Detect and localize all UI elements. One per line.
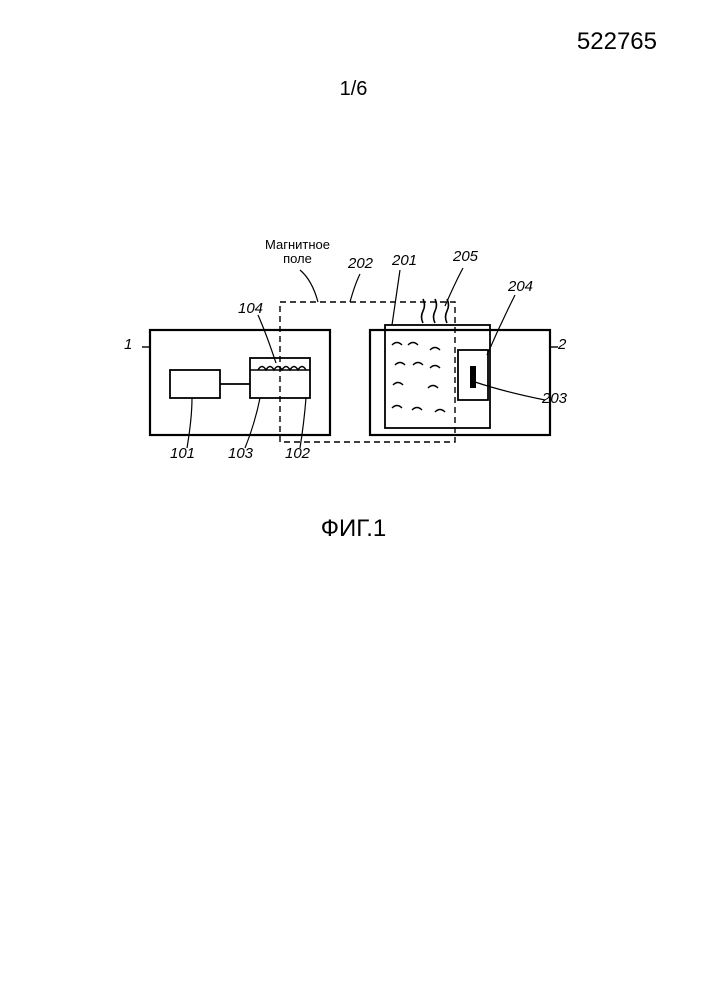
- label-magnetic-field: Магнитное поле: [265, 238, 330, 265]
- magnetic-field-text-line2: поле: [283, 251, 312, 266]
- figure-caption: ФИГ.1: [0, 515, 707, 543]
- label-202: 202: [348, 255, 373, 272]
- label-101: 101: [170, 445, 195, 462]
- leader-205: [445, 268, 463, 306]
- magnetic-field-box: [280, 302, 455, 442]
- leader-103: [245, 398, 260, 448]
- leader-202: [350, 274, 360, 302]
- label-201: 201: [392, 252, 417, 269]
- page-number: 1/6: [0, 78, 707, 101]
- fluid-waves-icon: [392, 343, 445, 413]
- block-1: [150, 330, 330, 435]
- diagram-svg: [130, 250, 560, 500]
- leader-101: [187, 398, 192, 448]
- document-number: 522765: [577, 28, 657, 56]
- element-101: [170, 370, 220, 398]
- label-102: 102: [285, 445, 310, 462]
- leader-201: [392, 270, 400, 325]
- label-104: 104: [238, 300, 263, 317]
- label-2: 2: [558, 336, 566, 353]
- page: 522765 1/6: [0, 0, 707, 1000]
- leader-magnetic: [300, 270, 318, 302]
- leader-102: [300, 398, 306, 448]
- leader-104: [258, 315, 276, 363]
- coil-icon: [258, 367, 306, 371]
- leader-203: [475, 382, 545, 400]
- element-203: [470, 366, 476, 388]
- label-1: 1: [124, 336, 132, 353]
- label-205: 205: [453, 248, 478, 265]
- label-203: 203: [542, 390, 567, 407]
- diagram-figure-1: 1 2 101 103 102 104 Магнитное поле 202 2…: [130, 250, 560, 500]
- label-103: 103: [228, 445, 253, 462]
- leader-204: [487, 295, 515, 355]
- label-204: 204: [508, 278, 533, 295]
